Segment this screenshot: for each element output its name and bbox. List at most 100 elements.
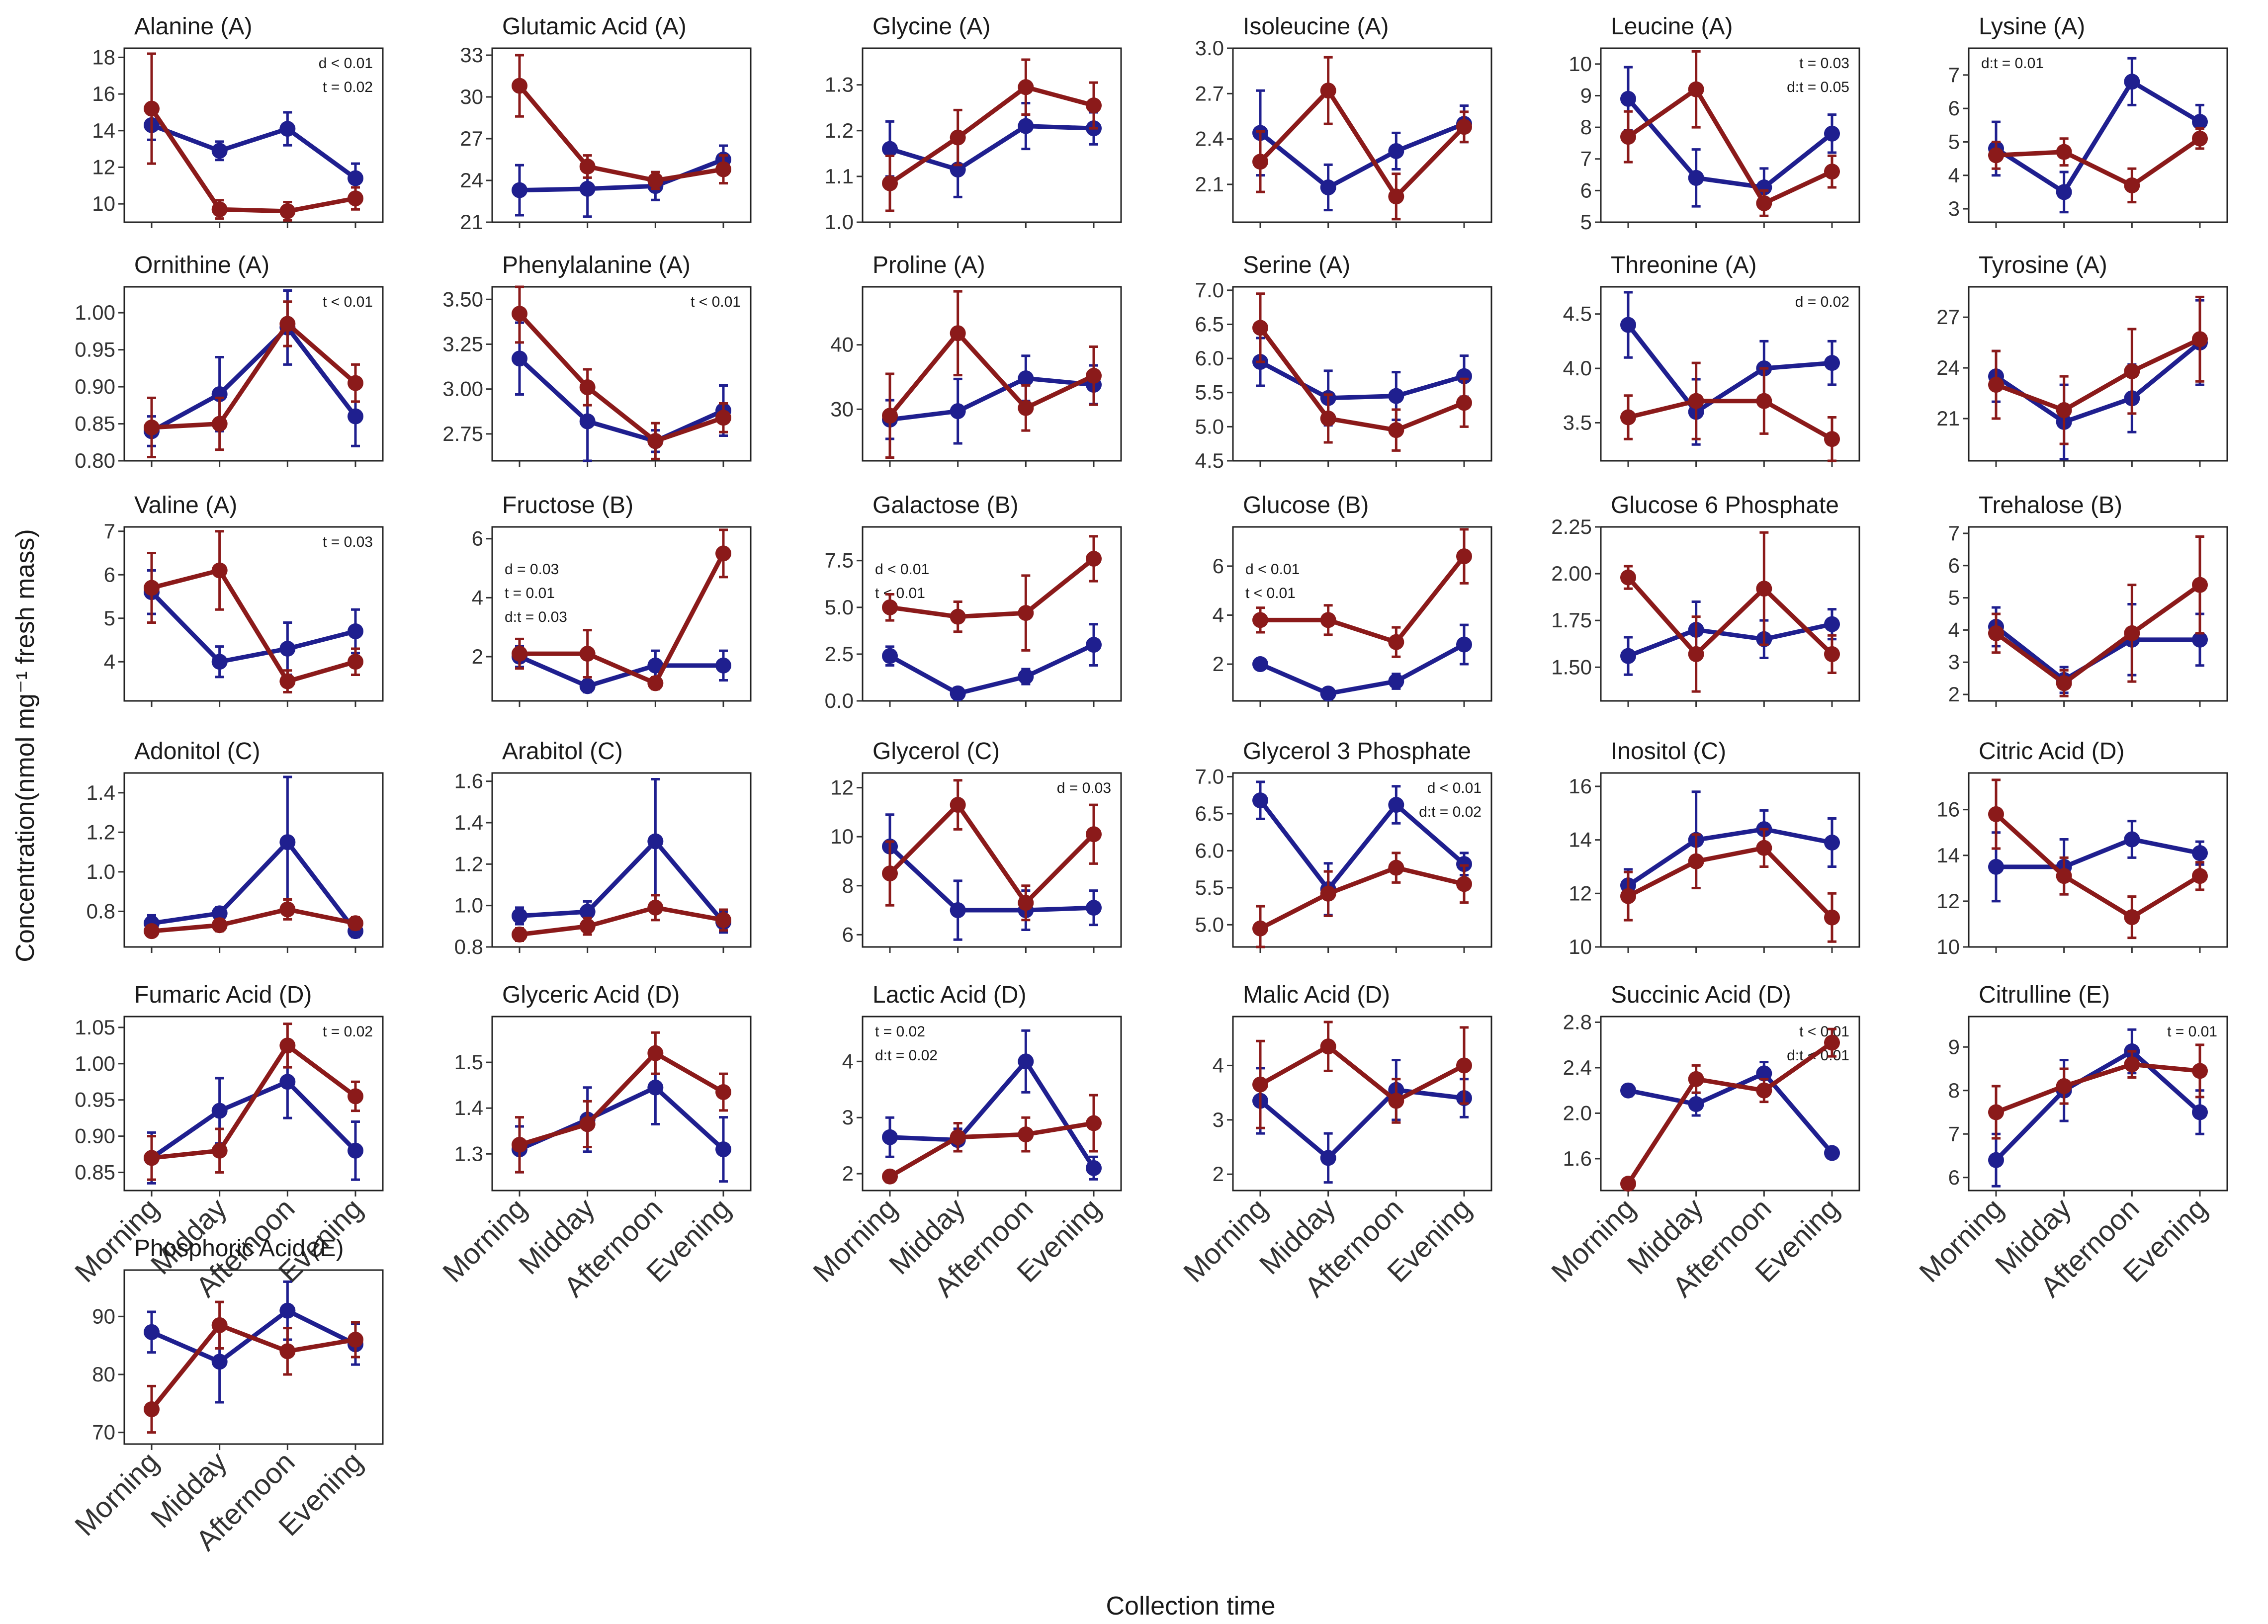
y-tick-label: 0.85 — [75, 412, 115, 435]
blue-series-line — [150, 1079, 357, 1160]
red-point — [882, 599, 898, 615]
y-tick-label: 2 — [1213, 1162, 1224, 1186]
plot-frame — [123, 526, 384, 702]
blue-point — [2192, 114, 2208, 130]
panel-malic-acid-d: Malic Acid (D)234MorningMiddayAfternoonE… — [1177, 982, 1492, 1303]
y-tick-label: 6 — [1580, 178, 1592, 202]
blue-point — [211, 905, 228, 922]
red-series-line — [889, 557, 1095, 619]
y-tick-label: 14 — [92, 119, 115, 142]
red-series-line — [1258, 326, 1465, 432]
blue-point — [579, 413, 596, 429]
red-series — [512, 894, 731, 942]
blue-point — [882, 141, 898, 157]
red-series — [144, 898, 363, 940]
blue-point — [1988, 1152, 2004, 1168]
blue-point — [2124, 74, 2140, 90]
y-axis-label: Concentration(nmol mg⁻¹ fresh mass) — [11, 529, 40, 962]
stat-annotation: t < 0.01 — [1245, 585, 1296, 601]
panel-title: Proline (A) — [872, 252, 985, 278]
y-tick-label: 33 — [460, 43, 483, 67]
plot-frame — [1600, 526, 1860, 702]
plot-frame — [1600, 47, 1860, 223]
panel-trehalose-b: Trehalose (B) 2 3 4 5 6 7 — [1948, 492, 2228, 707]
y-tick-label: 4 — [1948, 618, 1960, 641]
red-point — [1620, 888, 1636, 904]
blue-series-line — [1259, 121, 1465, 190]
red-series-line — [888, 331, 1095, 418]
red-point — [512, 1136, 527, 1153]
panel-fructose-b: Fructose (B) 2 4 6 d = 0.03 t = 0.01 d:t = 0.0… — [472, 492, 752, 707]
y-tick-label: 0.90 — [75, 1124, 115, 1148]
blue-point — [950, 902, 966, 919]
y-tick-label: 1.2 — [825, 119, 854, 142]
red-series — [1620, 361, 1840, 462]
red-point — [715, 1084, 731, 1100]
y-tick-label: 4.5 — [1195, 449, 1224, 472]
blue-point — [715, 1141, 731, 1158]
red-point — [512, 78, 527, 94]
red-series-line — [1995, 583, 2201, 685]
red-point — [1320, 612, 1336, 628]
y-tick-label: 2.75 — [442, 422, 483, 445]
y-tick-label: 3.0 — [1195, 36, 1224, 60]
panel-title: Inositol (C) — [1611, 738, 1726, 765]
red-series — [1620, 531, 1840, 693]
red-point — [950, 325, 966, 342]
red-point — [1252, 154, 1268, 170]
panel-glycine-a: Glycine (A) 1.0 1.1 1.2 1.3 — [825, 13, 1122, 234]
blue-point — [647, 657, 664, 674]
y-tick-label: 5 — [1580, 210, 1592, 234]
red-series — [512, 54, 731, 190]
blue-series-line — [519, 654, 723, 688]
blue-series — [882, 813, 1102, 941]
red-point — [348, 190, 363, 207]
red-point — [1756, 393, 1772, 409]
plot-frame — [1232, 1016, 1492, 1192]
red-point — [1620, 1176, 1636, 1192]
y-tick-label: 6.5 — [1195, 312, 1224, 336]
red-point — [211, 1142, 228, 1159]
red-point — [1018, 895, 1034, 911]
blue-point — [279, 1074, 296, 1090]
stat-annotation: d < 0.01 — [1427, 780, 1482, 796]
y-tick-label: 1.2 — [454, 852, 483, 875]
y-tick-label: 6 — [104, 563, 115, 586]
panel-title: Trehalose (B) — [1979, 492, 2122, 518]
blue-series-line — [1627, 827, 1832, 887]
red-point — [1824, 164, 1840, 180]
red-point — [1018, 400, 1034, 416]
red-series-line — [1995, 337, 2201, 413]
y-tick-label: 21 — [460, 210, 483, 234]
red-series — [144, 300, 363, 459]
red-point — [144, 580, 160, 596]
blue-series — [1620, 66, 1840, 208]
red-point — [1688, 853, 1704, 869]
plot-frame — [1968, 1016, 2228, 1192]
red-point — [1456, 119, 1472, 135]
y-tick-label: 2 — [1213, 652, 1224, 676]
blue-point — [1824, 125, 1840, 142]
x-tick-label: Morning — [69, 1446, 165, 1542]
red-series-line — [151, 1043, 357, 1160]
blue-point — [1620, 1082, 1636, 1099]
blue-series-line — [1626, 323, 1832, 415]
x-tick-label: Morning — [1913, 1192, 2009, 1288]
red-series-line — [518, 312, 724, 443]
red-series — [882, 58, 1102, 212]
blue-series — [1988, 299, 2208, 461]
red-point — [1320, 410, 1336, 427]
red-point — [2124, 177, 2140, 193]
blue-series-line — [150, 325, 357, 433]
y-tick-label: 1.6 — [1563, 1147, 1592, 1170]
red-point — [211, 416, 228, 432]
red-point — [1388, 422, 1404, 438]
red-series-line — [888, 1121, 1094, 1179]
stat-annotation: t = 0.03 — [323, 534, 373, 550]
y-tick-label: 4 — [1948, 164, 1960, 187]
blue-point — [211, 654, 228, 670]
red-point — [1620, 129, 1636, 145]
blue-point — [647, 833, 664, 850]
red-point — [144, 923, 160, 940]
panel-inositol-c: Inositol (C) 10 12 14 16 — [1569, 738, 1860, 958]
